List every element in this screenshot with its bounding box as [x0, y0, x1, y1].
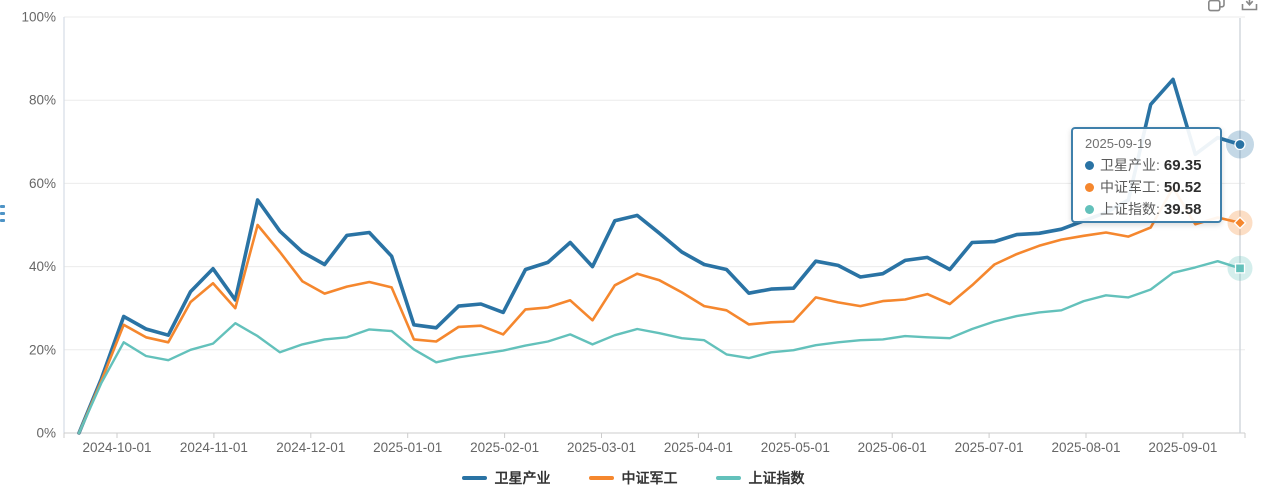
tooltip-series-label: 中证军工:	[1100, 179, 1160, 195]
x-axis-label: 2025-09-01	[1148, 440, 1217, 455]
legend-line-icon	[715, 476, 741, 480]
x-axis-label: 2025-04-01	[664, 440, 733, 455]
y-axis-label: 80%	[29, 93, 56, 108]
tooltip-series-label: 上证指数:	[1100, 201, 1160, 217]
series-line-0[interactable]	[77, 77, 1242, 435]
y-axis-label: 40%	[29, 259, 56, 274]
save-image-icon[interactable]	[1241, 0, 1258, 17]
series-line-2[interactable]	[77, 260, 1242, 435]
tooltip-series-value: 39.58	[1163, 200, 1202, 218]
tooltip-rows: 卫星产业: 69.35 中证军工: 50.52 上证指数: 39.58	[1085, 154, 1208, 220]
chart-toolbox	[1208, 0, 1258, 17]
y-axis-label: 20%	[29, 342, 56, 357]
tooltip-date: 2025-09-19	[1085, 136, 1152, 151]
x-axis-label: 2024-12-01	[276, 440, 345, 455]
end-marker-square[interactable]	[1234, 263, 1246, 274]
series-line-1[interactable]	[77, 186, 1242, 435]
y-axis-label: 100%	[21, 10, 56, 25]
tooltip-series-label: 卫星产业:	[1100, 157, 1160, 173]
series-dot-icon	[1085, 160, 1094, 170]
x-axis-label: 2024-11-01	[180, 440, 248, 455]
end-marker-circle[interactable]	[1234, 138, 1246, 151]
chart-legend: 卫星产业 中证军工 上证指数	[0, 468, 1266, 488]
x-axis-label: 2025-05-01	[761, 440, 830, 455]
x-axis-label: 2025-02-01	[470, 440, 539, 455]
legend-label: 中证军工	[621, 470, 678, 486]
tooltip-row: 中证军工: 50.52	[1085, 176, 1208, 198]
legend-item-0[interactable]: 卫星产业	[461, 468, 551, 488]
legend-label: 卫星产业	[494, 470, 551, 486]
series-dot-icon	[1085, 204, 1094, 214]
x-axis-label: 2025-07-01	[955, 440, 1024, 455]
restore-icon[interactable]	[1208, 0, 1225, 17]
tooltip-series-value: 69.35	[1163, 156, 1202, 174]
x-axis-label: 2024-10-01	[82, 440, 151, 455]
x-axis-label: 2025-06-01	[858, 440, 927, 455]
legend-item-1[interactable]: 中证军工	[588, 468, 678, 488]
x-axis-label: 2025-08-01	[1051, 440, 1120, 455]
x-axis-label: 2025-01-01	[373, 440, 442, 455]
legend-label: 上证指数	[748, 470, 805, 486]
legend-line-icon	[461, 476, 487, 480]
chart-tooltip: 2025-09-19 卫星产业: 69.35 中证军工: 50.52 上证指数: 39.5…	[1071, 127, 1222, 223]
x-axis-label: 2025-03-01	[567, 440, 636, 455]
legend-line-icon	[588, 476, 614, 480]
tooltip-row: 卫星产业: 69.35	[1085, 154, 1208, 176]
series-dot-icon	[1085, 182, 1094, 192]
tooltip-series-value: 50.52	[1163, 178, 1202, 196]
tooltip-row: 上证指数: 39.58	[1085, 198, 1208, 220]
clipped-axis-text-fragment	[0, 205, 5, 237]
legend-item-2[interactable]: 上证指数	[715, 468, 805, 488]
end-marker-diamond[interactable]	[1233, 216, 1247, 230]
y-axis-label: 60%	[29, 176, 56, 191]
y-axis-label: 0%	[36, 426, 56, 441]
